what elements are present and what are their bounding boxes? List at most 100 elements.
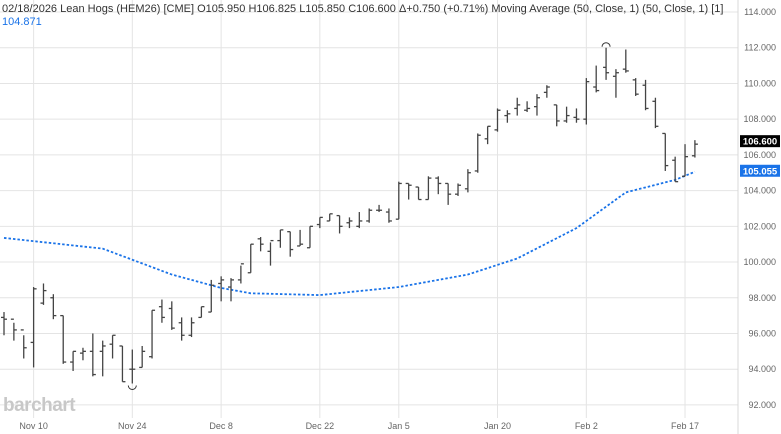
- last-price-label: 106.600: [743, 137, 777, 148]
- ohlc-bar[interactable]: [366, 208, 373, 223]
- ohlc-bar[interactable]: [593, 65, 600, 93]
- ohlc-bar[interactable]: [139, 345, 146, 369]
- ohlc-bar[interactable]: [99, 340, 106, 377]
- ohlc-bar[interactable]: [10, 318, 17, 341]
- ohlc-bar[interactable]: [484, 125, 491, 145]
- ohlc-bar[interactable]: [464, 169, 471, 193]
- x-tick-label: Nov 24: [118, 421, 147, 431]
- ohlc-bar[interactable]: [682, 144, 689, 177]
- ohlc-bar[interactable]: [415, 186, 422, 201]
- last-price-label-bg: [740, 135, 780, 148]
- ohlc-bar[interactable]: [356, 212, 363, 229]
- ohlc-bar[interactable]: [277, 229, 284, 248]
- ohlc-bar[interactable]: [435, 176, 442, 195]
- ohlc-bar[interactable]: [385, 208, 392, 223]
- chart-header: 02/18/2026 Lean Hogs (HEM26) [CME] O105.…: [2, 3, 728, 29]
- ohlc-bar[interactable]: [89, 333, 96, 377]
- y-tick-label: 114.000: [744, 7, 776, 17]
- ohlc-bar[interactable]: [50, 294, 57, 320]
- ohlc-bar[interactable]: [237, 263, 244, 284]
- ohlc-bar[interactable]: [672, 156, 679, 183]
- ohlc-bar[interactable]: [662, 132, 669, 171]
- high-marker-icon: [601, 42, 611, 47]
- ohlc-bar[interactable]: [326, 213, 333, 222]
- ohlc-bar[interactable]: [445, 182, 452, 205]
- ohlc-bar[interactable]: [455, 183, 462, 196]
- ohlc-bar[interactable]: [514, 97, 521, 116]
- ohlc-bar[interactable]: [158, 299, 165, 323]
- ohlc-bar[interactable]: [504, 110, 511, 123]
- y-tick-label: 104.000: [743, 186, 776, 196]
- ohlc-bar[interactable]: [652, 97, 659, 129]
- header-date: 02/18/2026: [2, 3, 58, 15]
- ohlc-bar[interactable]: [297, 229, 304, 247]
- y-tick-label: 98.000: [748, 293, 776, 303]
- ohlc-bar[interactable]: [474, 133, 481, 173]
- ohlc-bar[interactable]: [40, 283, 47, 305]
- ohlc-bar[interactable]: [198, 306, 205, 319]
- header-low: L105.850: [299, 3, 346, 15]
- ohlc-bar[interactable]: [267, 239, 274, 266]
- ohlc-bar[interactable]: [79, 347, 86, 361]
- ohlc-bar[interactable]: [316, 216, 323, 229]
- y-tick-label: 112.000: [744, 43, 776, 53]
- header-open: O105.950: [197, 3, 246, 15]
- x-tick-label: Dec 8: [209, 421, 233, 431]
- ohlc-bar[interactable]: [119, 345, 126, 383]
- ohlc-bar[interactable]: [533, 94, 540, 116]
- ma-price-label-bg: [740, 164, 780, 177]
- ohlc-bar[interactable]: [425, 176, 432, 201]
- ohlc-bar[interactable]: [603, 47, 610, 80]
- ohlc-bar[interactable]: [612, 69, 619, 98]
- y-tick-label: 110.000: [744, 78, 776, 88]
- ohlc-bar[interactable]: [247, 243, 254, 274]
- ohlc-bar[interactable]: [583, 78, 590, 125]
- ohlc-bar[interactable]: [188, 317, 195, 338]
- ohlc-bar[interactable]: [20, 329, 27, 359]
- barchart-logo: barchart: [3, 395, 76, 416]
- ohlc-bar[interactable]: [346, 217, 353, 229]
- ohlc-bar[interactable]: [109, 334, 116, 359]
- y-tick-label: 108.000: [743, 114, 776, 124]
- header-symbol: Lean Hogs (HEM26) [CME]: [60, 3, 195, 15]
- ohlc-bar[interactable]: [632, 78, 639, 96]
- ohlc-bar[interactable]: [208, 279, 215, 313]
- header-close: C106.600: [348, 3, 396, 15]
- ohlc-bar[interactable]: [70, 350, 77, 371]
- ohlc-bar[interactable]: [129, 349, 136, 384]
- ohlc-bar[interactable]: [691, 140, 698, 158]
- ohlc-bar[interactable]: [573, 108, 580, 123]
- low-marker-icon: [127, 385, 137, 390]
- ohlc-bar[interactable]: [553, 104, 560, 127]
- ohlc-bar[interactable]: [543, 85, 550, 98]
- ohlc-bar[interactable]: [287, 231, 294, 257]
- ohlc-bar[interactable]: [494, 108, 501, 132]
- ohlc-bar[interactable]: [257, 237, 264, 252]
- y-tick-label: 92.000: [748, 400, 776, 410]
- ohlc-bar[interactable]: [228, 278, 235, 302]
- ohlc-bar[interactable]: [60, 314, 67, 364]
- ohlc-bar[interactable]: [178, 317, 185, 341]
- y-tick-label: 100.000: [743, 257, 776, 267]
- ohlc-bar[interactable]: [306, 225, 313, 249]
- ohlc-bar[interactable]: [642, 79, 649, 111]
- ohlc-bar[interactable]: [1, 312, 7, 336]
- ohlc-bar[interactable]: [168, 301, 175, 330]
- ohlc-bar[interactable]: [622, 49, 629, 73]
- ohlc-bar[interactable]: [395, 181, 402, 220]
- ohlc-bar[interactable]: [149, 309, 156, 359]
- y-tick-label: 102.000: [743, 221, 776, 231]
- ohlc-bar[interactable]: [563, 106, 570, 123]
- ohlc-bar[interactable]: [30, 287, 37, 368]
- ohlc-bar[interactable]: [218, 276, 225, 302]
- header-study-value: 104.871: [2, 16, 42, 28]
- moving-average-line: [3, 170, 696, 296]
- y-tick-label: 94.000: [748, 364, 776, 374]
- ohlc-bar[interactable]: [405, 182, 412, 200]
- ohlc-bar[interactable]: [524, 101, 531, 113]
- x-tick-label: Feb 2: [575, 421, 598, 431]
- ohlc-bar[interactable]: [376, 204, 383, 213]
- ohlc-bar[interactable]: [336, 214, 343, 234]
- header-study[interactable]: Moving Average (50, Close, 1) (50, Close…: [491, 3, 724, 15]
